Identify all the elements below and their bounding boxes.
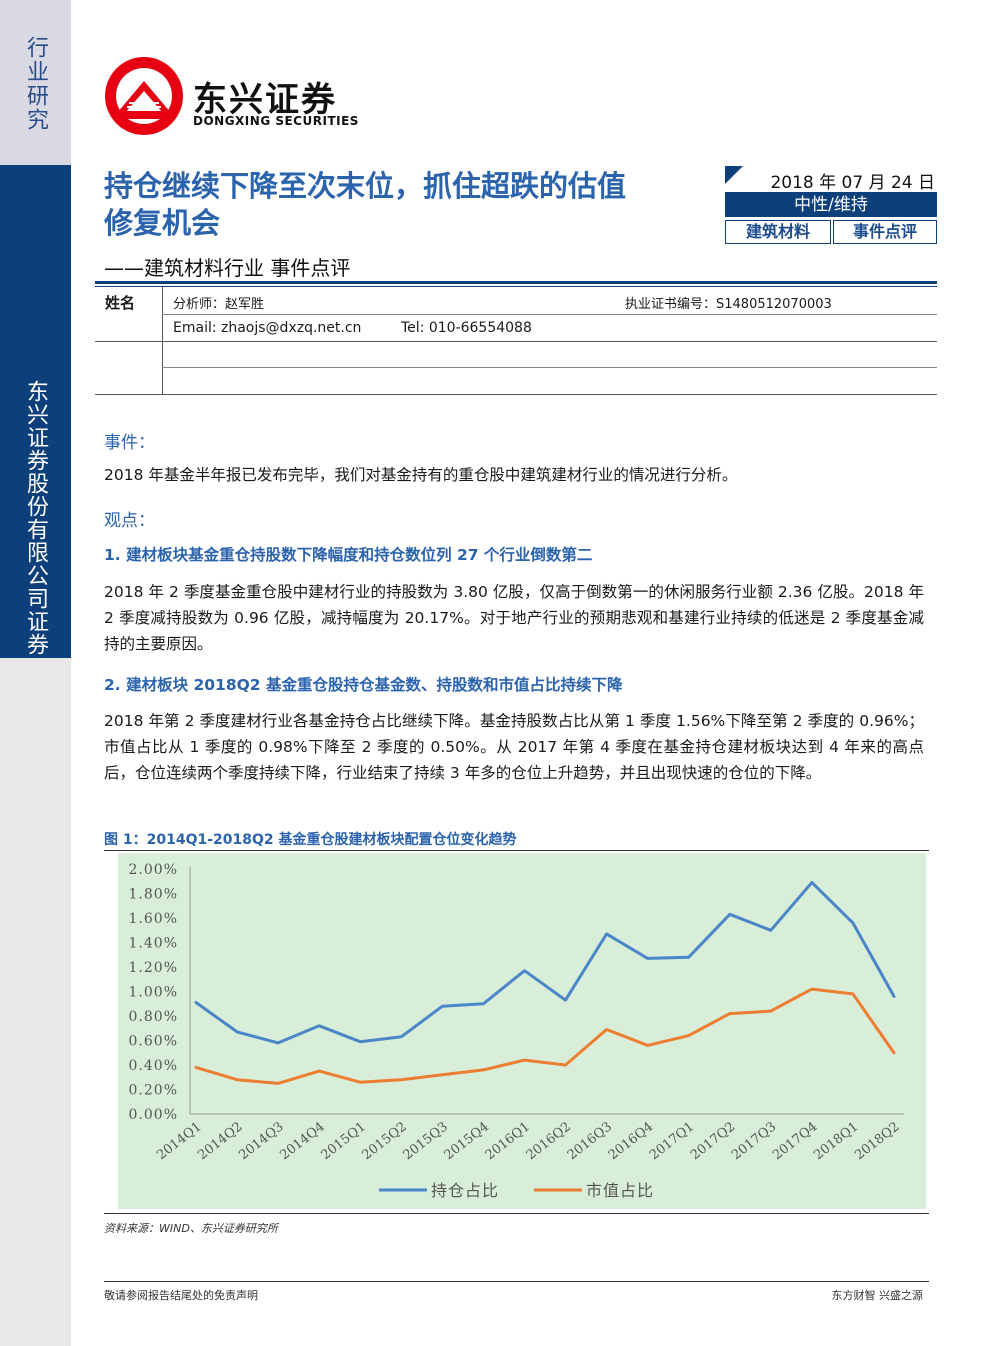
y-tick-label: 2.00% — [129, 862, 178, 878]
name-header: 姓名 — [105, 294, 136, 312]
date-divider — [725, 192, 937, 193]
table-row-line — [162, 314, 937, 315]
tag-industry: 建筑材料 — [725, 220, 831, 244]
footer-disclaimer: 敬请参阅报告结尾处的免责声明 — [104, 1289, 258, 1302]
sidebar-company-label: 东兴证券股份有限公司证券研究报告 — [23, 379, 48, 656]
sidebar-company-block: 东兴证券股份有限公司证券研究报告 — [0, 165, 71, 658]
analyst-table: 姓名 分析师：赵军胜 执业证书编号：S1480512070003 Email: … — [95, 287, 937, 395]
brand-logo-icon — [105, 57, 183, 135]
y-tick-label: 0.40% — [129, 1058, 178, 1074]
figure-rule-bottom — [104, 1213, 929, 1214]
view-heading: 观点： — [104, 511, 155, 531]
table-row-line — [162, 367, 937, 368]
sidebar-category-block: 行业研究 — [0, 0, 71, 165]
sidebar: 行业研究 东兴证券股份有限公司证券研究报告 — [0, 0, 71, 1346]
legend-label: 持仓占比 — [431, 1181, 499, 1200]
header-rule-thin — [95, 286, 937, 287]
point1-heading: 1. 建材板块基金重仓持股数下降幅度和持仓数位列 27 个行业倒数第二 — [104, 546, 593, 564]
event-paragraph: 2018 年基金半年报已发布完毕，我们对基金持有的重仓股中建筑建材行业的情况进行… — [104, 466, 738, 484]
footer-slogan: 东方财智 兴盛之源 — [831, 1289, 924, 1302]
report-title: 持仓继续下降至次末位，抓住超跌的估值修复机会 — [104, 169, 627, 240]
y-tick-label: 0.20% — [129, 1083, 178, 1099]
series-line-1 — [194, 881, 896, 1045]
table-row-line — [95, 341, 937, 342]
figure-title: 图 1：2014Q1-2018Q2 基金重仓股建材板块配置仓位变化趋势 — [104, 832, 517, 848]
brand-name-cn: 东兴证券 — [193, 80, 337, 120]
rating-badge: 中性/维持 — [725, 193, 937, 217]
analyst-cert: 执业证书编号：S1480512070003 — [625, 297, 832, 312]
y-tick-label: 1.00% — [129, 985, 178, 1001]
point2-heading: 2. 建材板块 2018Q2 基金重仓股持仓基金数、持股数和市值占比持续下降 — [104, 676, 623, 694]
legend-label: 市值占比 — [586, 1181, 654, 1200]
header-rule — [95, 281, 937, 284]
analyst-tel: Tel: 010-66554088 — [401, 320, 532, 336]
line-chart: 0.00% 0.20% 0.40% 0.60% 0.80% 1.00% 1.20% 1.40%… — [118, 853, 926, 1209]
event-heading: 事件： — [104, 433, 155, 453]
table-row-line — [95, 394, 937, 395]
report-subtitle: ——建筑材料行业 事件点评 — [104, 256, 351, 280]
figure-source: 资料来源：WIND、东兴证券研究所 — [104, 1222, 278, 1235]
y-tick-label: 0.60% — [129, 1034, 178, 1050]
report-date: 2018 年 07 月 24 日 — [770, 173, 935, 193]
sidebar-category-label: 行业研究 — [23, 36, 48, 132]
brand-name-en: DONGXING SECURITIES — [193, 114, 359, 128]
y-tick-label: 0.80% — [129, 1009, 178, 1025]
y-tick-label: 0.00% — [129, 1107, 178, 1123]
chart-background — [118, 853, 926, 1209]
tag-type: 事件点评 — [833, 220, 937, 244]
figure-rule-top — [104, 850, 929, 851]
series-line-2 — [194, 987, 896, 1085]
y-tick-label: 1.60% — [129, 911, 178, 927]
analyst-name: 分析师：赵军胜 — [173, 297, 265, 312]
point2-paragraph: 2018 年第 2 季度建材行业各基金持仓占比继续下降。基金持股数占比从第 1 … — [104, 712, 924, 782]
report-meta-box: 2018 年 07 月 24 日 中性/维持 建筑材料 事件点评 — [725, 166, 937, 244]
point1-paragraph: 2018 年 2 季度基金重仓股中建材行业的持股数为 3.80 亿股，仅高于倒数… — [104, 583, 924, 653]
y-tick-label: 1.80% — [129, 887, 178, 903]
corner-triangle-icon — [725, 166, 743, 184]
footer-rule — [104, 1281, 929, 1282]
y-tick-label: 1.20% — [129, 960, 178, 976]
analyst-email: Email: zhaojs@dxzq.net.cn — [173, 320, 362, 336]
y-tick-label: 1.40% — [129, 936, 178, 952]
